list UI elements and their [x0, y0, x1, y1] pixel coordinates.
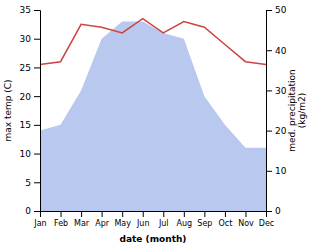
tick: 20: [266, 126, 287, 136]
tick-mark: [34, 154, 40, 155]
tick: 25: [20, 63, 40, 73]
y2-axis: 0 10 20 30 40 50: [266, 5, 287, 216]
tick-mark: [34, 182, 40, 183]
tick: 50: [266, 5, 287, 15]
tick-mark: [34, 211, 40, 212]
tick: Jan: [33, 211, 46, 228]
tick-mark: [225, 211, 226, 217]
tick-label: 30: [20, 34, 32, 44]
tick-label: Dec: [259, 219, 274, 228]
tick-mark: [34, 67, 40, 68]
tick: 20: [20, 92, 40, 102]
tick: Apr: [95, 211, 110, 228]
tick-label: Sep: [197, 219, 212, 228]
tick-label: 35: [20, 5, 31, 15]
tick-label: 15: [20, 120, 31, 130]
axis-line: [267, 11, 273, 212]
tick-mark: [245, 211, 246, 217]
tick-label: 20: [275, 126, 287, 136]
tick: Nov: [238, 211, 254, 228]
y2-label-line: med. precipitation: [287, 69, 297, 151]
tick: 10: [20, 149, 40, 159]
tick: Oct: [218, 211, 232, 228]
tick-mark: [34, 125, 40, 126]
temp-line: [40, 19, 266, 65]
chart: JanFebMarAprMayJunJulAugSepOctNovDec0510…: [0, 0, 318, 247]
tick: 0: [25, 206, 40, 216]
tick-label: Jun: [136, 219, 150, 228]
tick-label: Feb: [54, 219, 68, 228]
y-label: max temp (C): [3, 79, 13, 141]
tick-label: Nov: [238, 219, 254, 228]
tick-label: Aug: [177, 219, 193, 228]
tick-label: 0: [275, 206, 281, 216]
tick-label: 20: [20, 92, 32, 102]
tick-mark: [61, 211, 62, 217]
tick-mark: [204, 211, 205, 217]
tick-label: Oct: [218, 219, 232, 228]
tick: 10: [266, 166, 287, 176]
tick-mark: [266, 10, 272, 11]
tick-mark: [81, 211, 82, 217]
x-label: date (month): [120, 234, 187, 244]
tick: 30: [266, 86, 287, 96]
tick-mark: [34, 10, 40, 11]
tick-mark: [102, 211, 103, 217]
tick: Feb: [54, 211, 68, 228]
tick: Jun: [136, 211, 150, 228]
tick-label: May: [114, 219, 131, 228]
tick: 40: [266, 46, 287, 56]
tick-label: 0: [25, 206, 31, 216]
axis-line: [34, 11, 41, 212]
tick: May: [114, 211, 131, 228]
tick-mark: [266, 50, 272, 51]
tick-label: 30: [275, 86, 287, 96]
tick: 0: [266, 206, 281, 216]
tick-label: Jan: [33, 219, 46, 228]
tick: Dec: [259, 211, 274, 228]
tick: 15: [20, 120, 40, 130]
tick-mark: [143, 211, 144, 217]
marks: [40, 19, 266, 211]
tick: Jul: [158, 211, 169, 228]
tick-mark: [266, 90, 272, 91]
tick: Sep: [197, 211, 212, 228]
tick-mark: [122, 211, 123, 217]
tick: 35: [20, 5, 40, 15]
tick: 5: [25, 178, 40, 188]
axis-line: [41, 212, 267, 218]
tick: Mar: [74, 211, 90, 228]
tick-mark: [184, 211, 185, 217]
tick-label: 25: [20, 63, 31, 73]
tick-label: Jul: [158, 219, 169, 228]
tick-mark: [34, 96, 40, 97]
tick: Aug: [177, 211, 193, 228]
tick-label: 10: [275, 166, 287, 176]
tick-label: 40: [275, 46, 287, 56]
tick-label: Apr: [95, 219, 110, 228]
y2-label: med. precipitation(kg/m2): [287, 69, 307, 151]
tick-label: 50: [275, 5, 287, 15]
tick: 30: [20, 34, 40, 44]
tick-label: Mar: [74, 219, 90, 228]
tick-mark: [163, 211, 164, 217]
tick-mark: [34, 39, 40, 40]
y2-label-line: (kg/m2): [297, 93, 307, 128]
tick-label: 5: [25, 178, 31, 188]
plot-root: JanFebMarAprMayJunJulAugSepOctNovDec0510…: [3, 5, 307, 244]
y-axis: 0 5 10 15 20 25 30 35: [20, 5, 41, 216]
x-axis: Jan Feb Mar Apr May Jun Jul Aug Sep Oct Nov Dec: [33, 211, 274, 228]
tick-mark: [266, 131, 272, 132]
tick-label: 10: [20, 149, 32, 159]
tick-mark: [266, 211, 272, 212]
tick-mark: [266, 171, 272, 172]
